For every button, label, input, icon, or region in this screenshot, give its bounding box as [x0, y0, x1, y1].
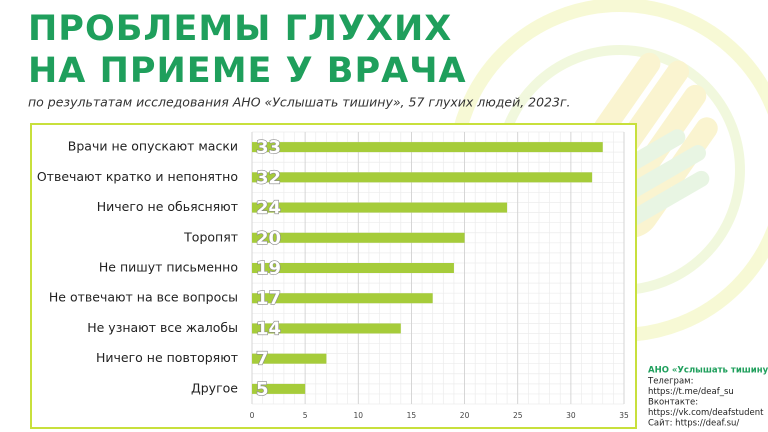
x-tick-label: 25	[513, 411, 523, 420]
contacts-line: Телеграм:	[647, 377, 693, 387]
category-label: Врачи не опускают маски	[68, 139, 238, 154]
category-label: Не узнают все жалобы	[87, 320, 238, 335]
category-label: Не пишут письменно	[99, 260, 238, 275]
x-tick-label: 35	[619, 411, 629, 420]
value-label: 5	[256, 379, 269, 400]
value-label: 33	[256, 137, 281, 158]
x-tick-label: 30	[566, 411, 576, 420]
value-label: 20	[256, 228, 281, 249]
bar	[252, 263, 454, 273]
value-label: 32	[256, 167, 281, 188]
x-tick-label: 10	[354, 411, 364, 420]
value-label: 7	[256, 349, 269, 370]
title-line: ПРОБЛЕМЫ ГЛУХИХ	[28, 9, 452, 49]
category-label: Ничего не повторяют	[96, 350, 238, 365]
value-label: 17	[256, 288, 281, 309]
bar	[252, 142, 603, 153]
bar	[252, 353, 327, 364]
value-label: 14	[256, 318, 281, 339]
category-label: Другое	[191, 380, 238, 395]
x-tick-label: 0	[250, 411, 255, 420]
contacts-line: https://t.me/deaf_su	[648, 387, 734, 397]
value-label: 19	[256, 258, 281, 279]
category-label: Не отвечают на все вопросы	[49, 290, 238, 305]
contacts-line: Вконтакте:	[648, 398, 698, 408]
category-label: Торопят	[183, 229, 238, 244]
x-tick-label: 5	[303, 411, 308, 420]
contacts-line: https://vk.com/deafstudent	[648, 408, 764, 418]
title-line: НА ПРИЕМЕ У ВРАЧА	[28, 51, 467, 91]
category-label: Отвечают кратко и непонятно	[37, 169, 238, 184]
bar	[252, 202, 508, 213]
value-label: 24	[256, 198, 281, 219]
bar	[252, 323, 401, 334]
bar	[252, 172, 593, 183]
x-tick-label: 20	[460, 411, 470, 420]
contacts-title: АНО «Услышать тишину»	[648, 366, 768, 376]
x-tick-label: 15	[407, 411, 417, 420]
bar	[252, 232, 465, 243]
category-label: Ничего не обьясняют	[97, 199, 238, 214]
bar	[252, 293, 433, 304]
contacts: АНО «Услышать тишину» Телеграм:https://t…	[647, 366, 768, 429]
plot-area: 0 5 10 15 20 25 30 35 Врачи не опускают маски 33 О…	[37, 131, 629, 420]
contacts-line: Сайт: https://deaf.su/	[648, 419, 739, 429]
bar	[252, 383, 306, 394]
subtitle: по результатам исследования АНО «Услышат…	[28, 95, 571, 110]
